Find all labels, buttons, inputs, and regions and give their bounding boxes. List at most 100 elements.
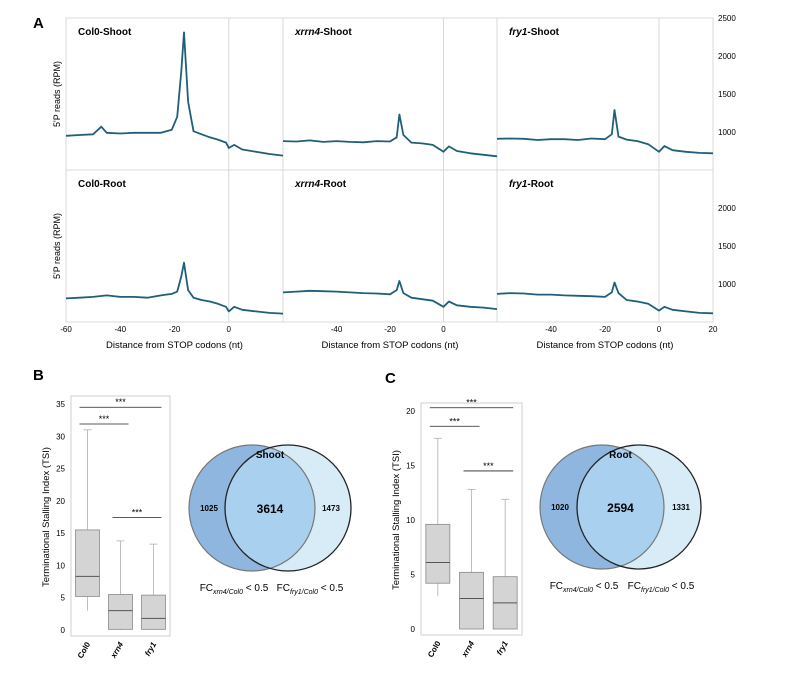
profiles-ytick: 1500 [718,90,736,99]
venn-fc-label: FCfry1/Col0 < 0.5 [277,583,344,596]
boxplot-ytick: 5 [411,571,416,580]
profiles-ytick: 1000 [718,280,736,289]
boxplot-ytick: 30 [56,432,65,441]
category-label: xrn4 [459,639,476,659]
boxplot-ytick: 15 [56,529,65,538]
venn-fc-label: FCfry1/Col0 < 0.5 [628,581,695,594]
tsi-boxplot-shoot: 0 5 10 15 20 25 30 35 Terminational Stalling Ind… [41,395,171,661]
fc-suffix: < 0.5 [593,581,619,592]
boxplot-ytick: 25 [56,465,65,474]
category-label: Col0 [76,640,93,660]
profiles-ylabel: 5'P reads (RPM) [52,213,62,279]
venn-fc-label: FCxrn4/Col0 < 0.5 [550,581,619,594]
boxplot-ytick: 10 [406,516,415,525]
venn-left-count: 1020 [551,503,569,512]
profile-line-0 [65,31,284,157]
venn-right-count: 1331 [672,503,690,512]
fc-subscript: xrn4/Col0 [212,589,243,596]
fc-subscript: xrn4/Col0 [562,587,593,594]
profiles-xtick: -20 [384,325,396,334]
profile-panel-title: xrrn4-Shoot [294,27,352,38]
profiles-xlabel: Distance from STOP codons (nt) [322,340,459,351]
profiles-xtick: 0 [441,325,446,334]
boxplot-ytick: 15 [406,462,415,471]
profile-title-genotype: xrrn4 [294,27,320,38]
panel-label-a: A [33,15,44,32]
profile-panel-title: Col0-Root [78,179,126,190]
fc-suffix: < 0.5 [669,581,695,592]
venn-outline-left [188,444,316,572]
fc-prefix: FC [550,581,563,592]
fc-subscript: fry1/Col0 [641,587,669,594]
venn-overlap-count: 2594 [607,501,634,515]
profile-title-tissue: Col0-Shoot [78,27,132,38]
significance-label: *** [449,416,460,426]
fc-subscript: fry1/Col0 [290,589,318,596]
profiles-xtick: -40 [545,325,557,334]
profile-title-tissue: -Shoot [527,27,559,38]
venn-outline-right [576,444,702,570]
profile-title-tissue: -Root [527,179,554,190]
panel-label-b: B [33,367,44,384]
profiles-xtick: -20 [599,325,611,334]
profile-title-tissue: Col0-Root [78,179,126,190]
boxplot-ytick: 10 [56,561,65,570]
venn-title: Shoot [256,450,285,461]
significance-label: *** [466,398,477,408]
profile-title-genotype: fry1 [509,179,528,190]
box-xrn4 [108,594,133,630]
fc-suffix: < 0.5 [243,583,269,594]
boxplot-ytick: 0 [61,626,66,635]
fc-prefix: FC [628,581,641,592]
profiles-xtick: -40 [331,325,343,334]
boxplot-ytick: 35 [56,400,65,409]
category-label: fry1 [495,639,510,657]
profile-title-tissue: -Root [320,179,347,190]
venn-right-count: 1473 [322,504,340,513]
fc-prefix: FC [277,583,290,594]
box-Col0 [75,529,100,597]
venn-outline-left [539,444,665,570]
panel-label-c: C [385,370,396,387]
profile-line-1 [282,113,498,158]
category-label: Col0 [426,639,443,659]
profile-line-5 [496,281,714,315]
venn-title: Root [609,450,632,461]
venn-fc-label: FCxrn4/Col0 < 0.5 [200,583,269,596]
profile-line-2 [496,109,714,155]
profiles-xtick: -40 [114,325,126,334]
boxplot-ylabel: Terminational Stalling Index (TSI) [391,450,402,590]
category-label: xrn4 [108,640,125,660]
profiles-ylabel: 5'P reads (RPM) [52,61,62,127]
venn-left-count: 1025 [200,504,218,513]
boxplot-ytick: 5 [61,594,66,603]
profiles-ytick: 2500 [718,14,736,23]
boxplot-ytick: 20 [406,407,415,416]
box-xrn4 [459,571,484,630]
significance-label: *** [483,461,494,471]
stop-codon-profile-panels: Col0-Shoot xrrn4-Shoot fry1-ShootCol0-Root… [52,14,736,351]
profiles-xtick: -20 [169,325,181,334]
fc-suffix: < 0.5 [318,583,344,594]
profile-panel-title: Col0-Shoot [78,27,132,38]
significance-label: *** [132,508,143,518]
profiles-ytick: 1000 [718,128,736,137]
profile-title-genotype: xrrn4 [294,179,320,190]
category-label: fry1 [143,640,158,658]
tsi-boxplot-root: 0 5 10 15 20 Terminational Stalling Index (TS… [391,398,523,660]
venn-overlap [577,445,664,569]
significance-label: *** [115,397,126,407]
profiles-ytick: 2000 [718,204,736,213]
profile-panel-title: fry1-Root [509,179,554,190]
profiles-ytick: 2000 [718,52,736,61]
profile-title-tissue: -Shoot [320,27,352,38]
profile-line-4 [282,280,498,310]
box-Col0 [425,523,451,584]
venn-overlap-count: 3614 [257,502,284,516]
boxplot-ylabel: Terminational Stalling Index (TSI) [41,447,52,587]
venn-overlap [225,445,315,571]
profiles-xtick: 0 [227,325,232,334]
boxplot-frame [70,395,171,637]
